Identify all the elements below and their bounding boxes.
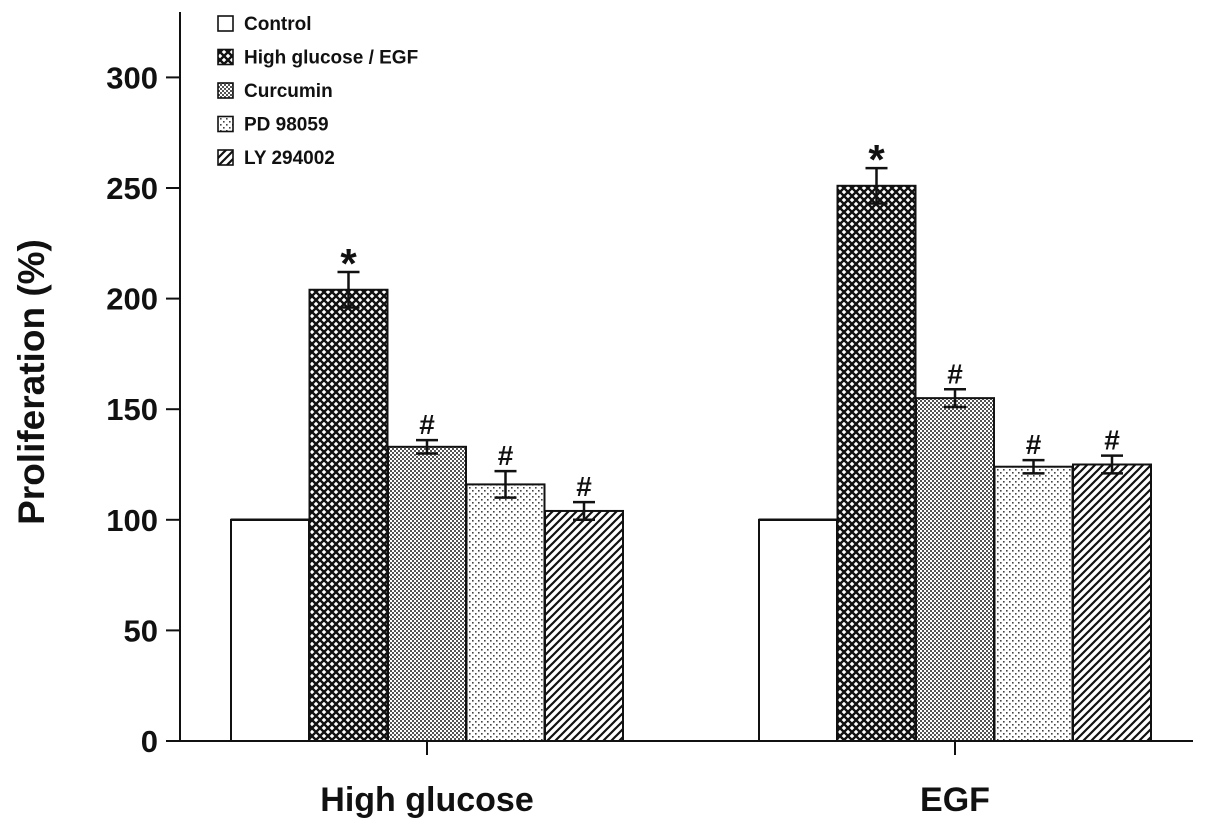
legend-swatch — [217, 48, 234, 66]
bars-layer: * # # # * # # # — [230, 136, 1152, 742]
bar — [993, 465, 1074, 742]
legend-label: PD 98059 — [244, 115, 329, 136]
bar — [308, 288, 389, 742]
legend-label: Curcumin — [244, 81, 333, 102]
y-tick-label: 100 — [106, 503, 158, 538]
significance-mark: # — [419, 409, 435, 440]
bar — [1072, 463, 1152, 742]
legend-swatch — [217, 15, 234, 32]
significance-mark: # — [1026, 429, 1042, 460]
significance-mark: * — [868, 136, 885, 183]
bar — [758, 518, 838, 742]
y-tick-label: 150 — [106, 392, 158, 427]
significance-mark: * — [340, 240, 357, 287]
bar — [836, 184, 917, 742]
x-category-label: High glucose — [320, 781, 533, 819]
x-axis: High glucose EGF — [180, 740, 1193, 819]
significance-mark: # — [947, 358, 963, 389]
legend-label: Control — [244, 14, 312, 35]
y-axis-title: Proliferation (%) — [11, 239, 52, 525]
y-axis: 0 50 100 150 200 250 300 — [106, 12, 181, 759]
bar — [465, 483, 546, 742]
legend-label: High glucose / EGF — [244, 48, 418, 69]
bar — [544, 509, 624, 742]
significance-mark: # — [1104, 425, 1120, 456]
legend-swatch — [217, 149, 234, 166]
legend-label: LY 294002 — [244, 148, 335, 169]
bar — [387, 445, 467, 742]
bar — [915, 397, 995, 742]
significance-mark: # — [498, 440, 514, 471]
bar — [230, 518, 310, 742]
legend: Control High glucose / EGF Curcumin PD 9805… — [217, 14, 418, 169]
y-tick-label: 0 — [141, 724, 158, 759]
x-category-label: EGF — [920, 781, 990, 819]
y-tick-label: 250 — [106, 171, 158, 206]
y-tick-label: 50 — [124, 613, 158, 648]
legend-swatch — [217, 115, 234, 133]
legend-swatch — [217, 82, 234, 99]
y-tick-label: 300 — [106, 60, 158, 95]
y-tick-label: 200 — [106, 282, 158, 317]
significance-mark: # — [576, 471, 592, 502]
